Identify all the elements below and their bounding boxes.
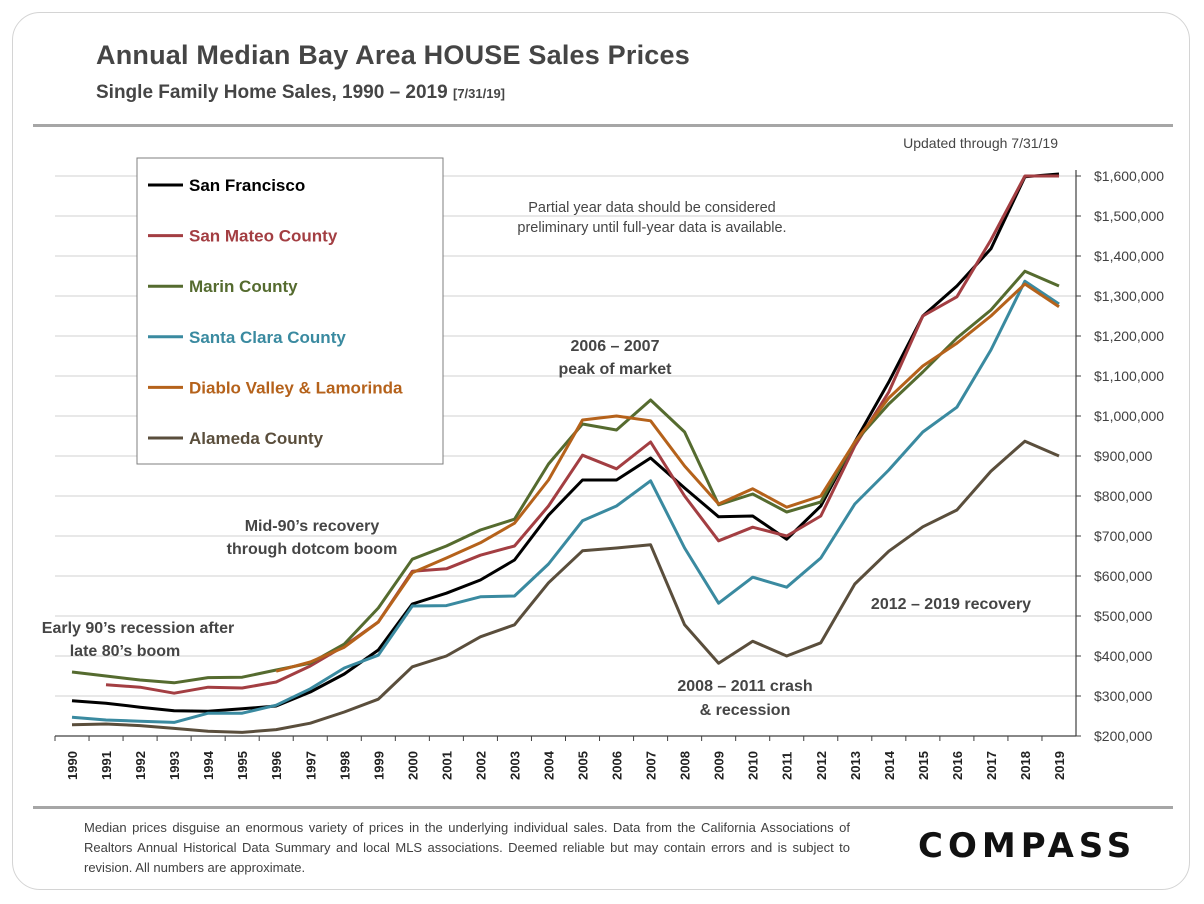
y-tick-label: $1,600,000: [1094, 168, 1164, 184]
series-line-san-francisco: [71, 172, 1060, 713]
top-divider: [33, 124, 1173, 127]
x-tick-label: 1999: [371, 751, 386, 780]
subtitle-date: [7/31/19]: [452, 86, 506, 101]
x-tick-label: 2014: [882, 750, 897, 780]
x-tick-label: 2009: [712, 751, 727, 780]
x-tick-label: 1994: [201, 750, 216, 780]
legend-label: San Mateo County: [189, 227, 338, 246]
y-tick-label: $700,000: [1094, 528, 1153, 544]
x-tick-label: 2019: [1052, 751, 1067, 780]
y-tick-label: $600,000: [1094, 568, 1153, 584]
compass-logo: COMPASS: [918, 826, 1137, 866]
x-tick-label: 2006: [610, 751, 625, 780]
annotation-early90s: Early 90’s recession after: [42, 620, 234, 637]
annotation-early90s-2: late 80’s boom: [70, 643, 181, 660]
y-tick-label: $1,100,000: [1094, 368, 1164, 384]
y-tick-label: $1,500,000: [1094, 208, 1164, 224]
x-tick-label: 1991: [99, 751, 114, 780]
x-tick-label: 1992: [133, 751, 148, 780]
x-tick-label: 2017: [984, 751, 999, 780]
series-line-diablo-valley-lamorinda: [275, 282, 1060, 673]
annotation-updated: Updated through 7/31/19: [903, 135, 1058, 151]
legend-label: Marin County: [189, 277, 298, 296]
x-tick-label: 2000: [405, 751, 420, 780]
x-tick-label: 2012: [814, 751, 829, 780]
x-tick-label: 2004: [541, 750, 556, 780]
y-tick-label: $900,000: [1094, 448, 1153, 464]
x-tick-label: 1990: [65, 751, 80, 780]
x-tick-label: 1996: [269, 751, 284, 780]
x-tick-label: 2002: [473, 751, 488, 780]
bottom-divider: [33, 806, 1173, 809]
x-tick-label: 1997: [303, 751, 318, 780]
annotation-peak: 2006 – 2007: [571, 338, 660, 355]
legend: [136, 157, 444, 465]
chart-subtitle: Single Family Home Sales, 1990 – 2019 [7…: [96, 82, 505, 104]
x-tick-label: 2005: [576, 751, 591, 780]
y-tick-label: $200,000: [1094, 728, 1153, 744]
annotation-mid90s: Mid-90’s recovery: [245, 518, 380, 535]
x-tick-label: 2001: [439, 751, 454, 780]
x-tick-label: 2008: [678, 751, 693, 780]
y-tick-label: $400,000: [1094, 648, 1153, 664]
legend-label: Diablo Valley & Lamorinda: [189, 378, 403, 397]
x-tick-label: 2013: [848, 751, 863, 780]
y-tick-label: $500,000: [1094, 608, 1153, 624]
annotation-peak-2: peak of market: [559, 361, 673, 378]
x-tick-label: 2007: [644, 751, 659, 780]
x-tick-label: 2018: [1018, 751, 1033, 780]
chart-title: Annual Median Bay Area HOUSE Sales Price…: [96, 40, 690, 70]
annotation-crash: 2008 – 2011 crash: [677, 678, 812, 695]
x-tick-label: 1995: [235, 751, 250, 780]
legend-label: Santa Clara County: [189, 328, 346, 347]
x-tick-label: 1993: [167, 751, 182, 780]
x-tick-label: 2011: [780, 752, 795, 780]
annotation-partial-year-2: preliminary until full-year data is avai…: [517, 220, 786, 236]
series-line-santa-clara-county: [71, 279, 1060, 724]
subtitle-text: Single Family Home Sales, 1990 – 2019: [96, 82, 448, 103]
series-line-alameda-county: [71, 439, 1060, 734]
x-tick-label: 2016: [950, 751, 965, 780]
footnote: Median prices disguise an enormous varie…: [84, 820, 850, 875]
series-line-marin-county: [71, 269, 1060, 685]
x-tick-label: 1998: [337, 751, 352, 780]
annotation-crash-2: & recession: [700, 702, 791, 719]
x-tick-label: 2003: [507, 751, 522, 780]
annotation-recovery: 2012 – 2019 recovery: [871, 596, 1031, 613]
y-tick-label: $800,000: [1094, 488, 1153, 504]
x-tick-label: 2015: [916, 751, 931, 780]
series-line-san-mateo-county: [105, 174, 1059, 695]
y-tick-label: $1,000,000: [1094, 408, 1164, 424]
x-tick-label: 2010: [746, 751, 761, 780]
y-tick-label: $300,000: [1094, 688, 1153, 704]
legend-label: Alameda County: [189, 429, 324, 448]
y-tick-label: $1,300,000: [1094, 288, 1164, 304]
annotation-partial-year: Partial year data should be considered: [528, 200, 775, 216]
y-tick-label: $1,400,000: [1094, 248, 1164, 264]
y-tick-label: $1,200,000: [1094, 328, 1164, 344]
legend-label: San Francisco: [189, 176, 305, 195]
annotation-mid90s-2: through dotcom boom: [227, 541, 398, 558]
